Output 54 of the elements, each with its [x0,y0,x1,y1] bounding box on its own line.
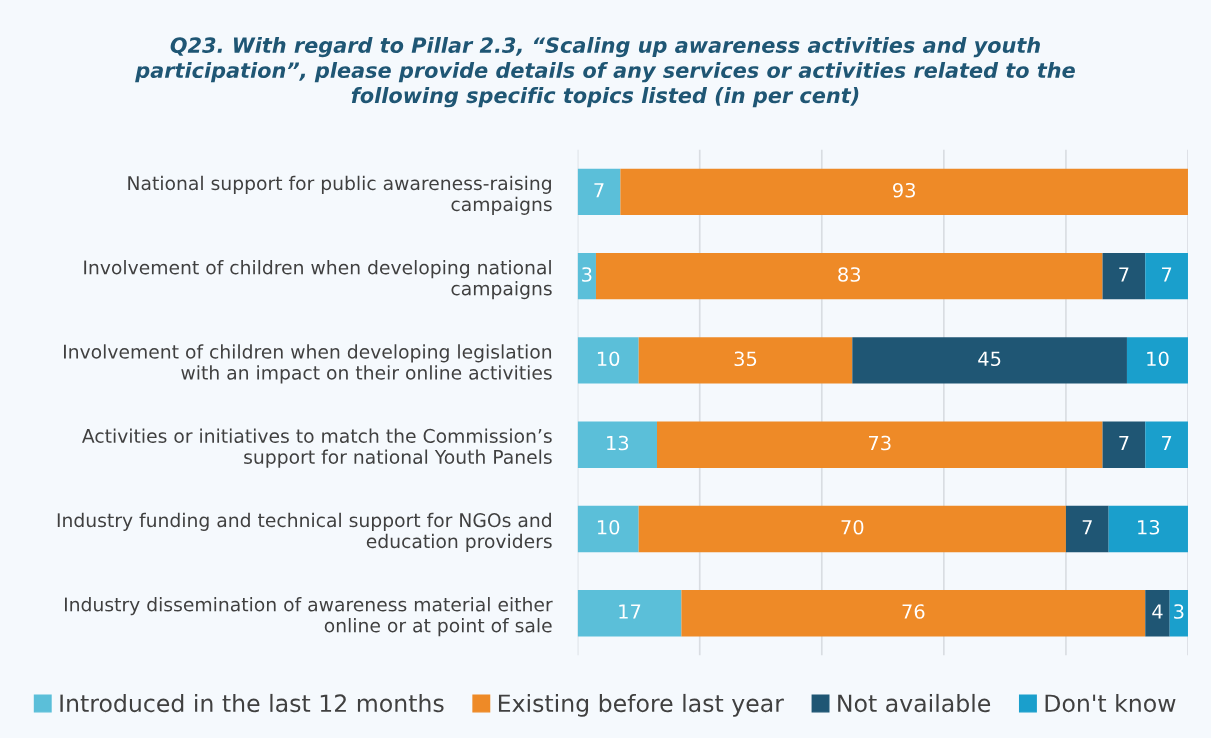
bar [577,590,682,637]
data-label: 4 [1152,604,1163,619]
data-label: 10 [597,351,620,367]
data-label: 7 [1162,267,1172,282]
legend-label: Don't know [1045,693,1176,713]
legend-label: Introduced in the last 12 months [60,693,444,713]
bar [595,253,1103,300]
bar [1126,337,1188,384]
bar [638,337,853,384]
y-tick-label: National support for public awareness-raising campaigns [128,175,552,215]
bar [1145,253,1188,300]
bar [1145,421,1188,468]
y-tick-label: Activities or initiatives to match the Commission’s support for national Youth Panels [81,428,552,468]
bar [852,337,1127,384]
bar [577,421,657,468]
data-label: 7 [1119,435,1129,451]
bar [620,168,1188,216]
bar [577,337,639,384]
data-label: 13 [607,435,629,451]
data-label: 76 [902,604,925,619]
data-label: 70 [841,519,864,535]
y-tick-label: Industry dissemination of awareness material either online or at point of sale [64,597,553,637]
data-label: 10 [1147,351,1169,367]
data-label: 13 [1138,519,1160,535]
data-label: 83 [838,267,861,282]
legend-label: Existing before last year [498,693,784,717]
data-label: 3 [1174,604,1184,619]
data-label: 3 [582,267,592,282]
data-label: 35 [734,351,757,367]
legend-label: Not available [838,693,991,713]
bar [577,253,596,300]
data-label: 7 [1162,435,1172,451]
y-tick-label: Industry funding and technical support for NGOs and education providers [57,512,552,552]
bar [1102,421,1146,468]
bar [1145,590,1170,637]
y-tick-label: Involvement of children when developing national campaigns [84,260,552,300]
bar [577,168,621,216]
y-tick-label: Involvement of children when developing legislation with an impact on their online activities [64,344,552,384]
bar [681,590,1146,637]
data-label: 73 [868,435,891,451]
data-label: 7 [594,183,604,198]
data-label: 17 [619,604,641,619]
bar [638,505,1066,553]
data-label: 45 [978,351,1001,367]
bar [577,505,639,553]
bar [1102,253,1146,300]
data-label: 7 [1082,520,1092,535]
data-label: 10 [597,519,620,535]
bar [1108,505,1188,553]
data-label: 93 [893,182,915,198]
chart-title: Q23. With regard to Pillar 2.3, “Scaling up awareness activities and youth participation”, please provide details of any services or activities related to the following specific topics listed (in per cent) [135,36,1075,108]
bar [656,421,1103,468]
data-label: 7 [1119,267,1129,282]
bar [1065,505,1109,553]
